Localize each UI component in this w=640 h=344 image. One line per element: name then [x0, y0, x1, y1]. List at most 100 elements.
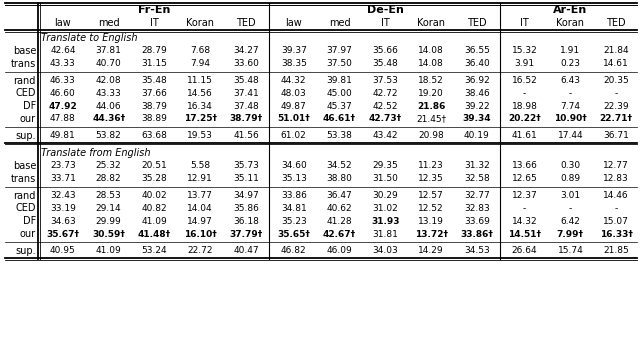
Text: 12.91: 12.91	[188, 174, 213, 183]
Text: -: -	[523, 89, 526, 98]
Text: 36.47: 36.47	[326, 191, 353, 200]
Text: sup.: sup.	[15, 131, 36, 141]
Text: 36.18: 36.18	[233, 217, 259, 226]
Text: 16.52: 16.52	[512, 76, 538, 85]
Text: 47.92: 47.92	[49, 101, 77, 111]
Text: 14.97: 14.97	[188, 217, 213, 226]
Text: 35.67†: 35.67†	[46, 229, 79, 238]
Text: 33.86†: 33.86†	[460, 229, 493, 238]
Text: 6.42: 6.42	[561, 217, 580, 226]
Text: 45.37: 45.37	[326, 101, 353, 111]
Text: 5.58: 5.58	[190, 161, 211, 171]
Text: sup.: sup.	[15, 246, 36, 256]
Text: 34.52: 34.52	[326, 161, 352, 171]
Text: 49.81: 49.81	[50, 131, 76, 140]
Text: 13.77: 13.77	[188, 191, 213, 200]
Text: 18.98: 18.98	[511, 101, 538, 111]
Text: 36.92: 36.92	[464, 76, 490, 85]
Text: 34.27: 34.27	[233, 46, 259, 55]
Text: 34.03: 34.03	[372, 246, 398, 255]
Text: 0.30: 0.30	[560, 161, 580, 171]
Text: 38.46: 38.46	[464, 89, 490, 98]
Text: 13.66: 13.66	[511, 161, 538, 171]
Text: 39.22: 39.22	[464, 101, 490, 111]
Text: 15.07: 15.07	[603, 217, 629, 226]
Text: 38.89: 38.89	[141, 115, 168, 123]
Text: 46.60: 46.60	[50, 89, 76, 98]
Text: 47.88: 47.88	[50, 115, 76, 123]
Text: 0.23: 0.23	[561, 59, 580, 68]
Text: 10.90†: 10.90†	[554, 115, 587, 123]
Text: 42.64: 42.64	[50, 46, 76, 55]
Text: 25.32: 25.32	[96, 161, 122, 171]
Text: 14.51†: 14.51†	[508, 229, 541, 238]
Text: IT: IT	[381, 19, 390, 29]
Text: 38.80: 38.80	[326, 174, 353, 183]
Text: 29.35: 29.35	[372, 161, 398, 171]
Text: 43.33: 43.33	[96, 89, 122, 98]
Text: 20.35: 20.35	[604, 76, 629, 85]
Text: -: -	[614, 89, 618, 98]
Text: 42.08: 42.08	[96, 76, 122, 85]
Text: 31.32: 31.32	[464, 161, 490, 171]
Text: 33.86: 33.86	[281, 191, 307, 200]
Text: our: our	[20, 114, 36, 124]
Text: 34.97: 34.97	[233, 191, 259, 200]
Text: 15.32: 15.32	[512, 46, 538, 55]
Text: 34.81: 34.81	[281, 204, 307, 213]
Text: base: base	[13, 46, 36, 56]
Text: 37.50: 37.50	[326, 59, 353, 68]
Text: 21.85: 21.85	[604, 246, 629, 255]
Text: 42.73†: 42.73†	[369, 115, 402, 123]
Text: 46.61†: 46.61†	[323, 115, 356, 123]
Text: 21.84: 21.84	[604, 46, 629, 55]
Text: 23.73: 23.73	[50, 161, 76, 171]
Text: 44.36†: 44.36†	[92, 115, 125, 123]
Text: -: -	[569, 89, 572, 98]
Text: 14.04: 14.04	[188, 204, 213, 213]
Text: 33.69: 33.69	[464, 217, 490, 226]
Text: 12.37: 12.37	[512, 191, 538, 200]
Text: 33.60: 33.60	[233, 59, 259, 68]
Text: -: -	[523, 204, 526, 213]
Text: 35.48: 35.48	[372, 59, 398, 68]
Text: -: -	[569, 204, 572, 213]
Text: IT: IT	[520, 19, 529, 29]
Text: 53.38: 53.38	[326, 131, 353, 140]
Text: 39.34: 39.34	[463, 115, 491, 123]
Text: 46.82: 46.82	[281, 246, 307, 255]
Text: -: -	[614, 204, 618, 213]
Text: 35.86: 35.86	[233, 204, 259, 213]
Text: 32.83: 32.83	[464, 204, 490, 213]
Text: 1.91: 1.91	[560, 46, 580, 55]
Text: 46.09: 46.09	[326, 246, 353, 255]
Text: 15.74: 15.74	[557, 246, 583, 255]
Text: 7.99†: 7.99†	[557, 229, 584, 238]
Text: 42.67†: 42.67†	[323, 229, 356, 238]
Text: CED: CED	[15, 203, 36, 213]
Text: 35.13: 35.13	[281, 174, 307, 183]
Text: 40.70: 40.70	[96, 59, 122, 68]
Text: 42.72: 42.72	[372, 89, 398, 98]
Text: 28.53: 28.53	[96, 191, 122, 200]
Text: 12.83: 12.83	[604, 174, 629, 183]
Text: TED: TED	[606, 19, 626, 29]
Text: 22.39: 22.39	[604, 101, 629, 111]
Text: med: med	[98, 19, 120, 29]
Text: 20.51: 20.51	[141, 161, 167, 171]
Text: 37.48: 37.48	[233, 101, 259, 111]
Text: 35.48: 35.48	[141, 76, 167, 85]
Text: our: our	[20, 229, 36, 239]
Text: 19.20: 19.20	[418, 89, 444, 98]
Text: IT: IT	[150, 19, 159, 29]
Text: 48.03: 48.03	[281, 89, 307, 98]
Text: rand: rand	[13, 75, 36, 86]
Text: 22.71†: 22.71†	[600, 115, 632, 123]
Text: 53.24: 53.24	[141, 246, 167, 255]
Text: 36.55: 36.55	[464, 46, 490, 55]
Text: base: base	[13, 161, 36, 171]
Text: law: law	[54, 19, 71, 29]
Text: 31.81: 31.81	[372, 229, 398, 238]
Text: trans: trans	[11, 59, 36, 69]
Text: 14.32: 14.32	[512, 217, 538, 226]
